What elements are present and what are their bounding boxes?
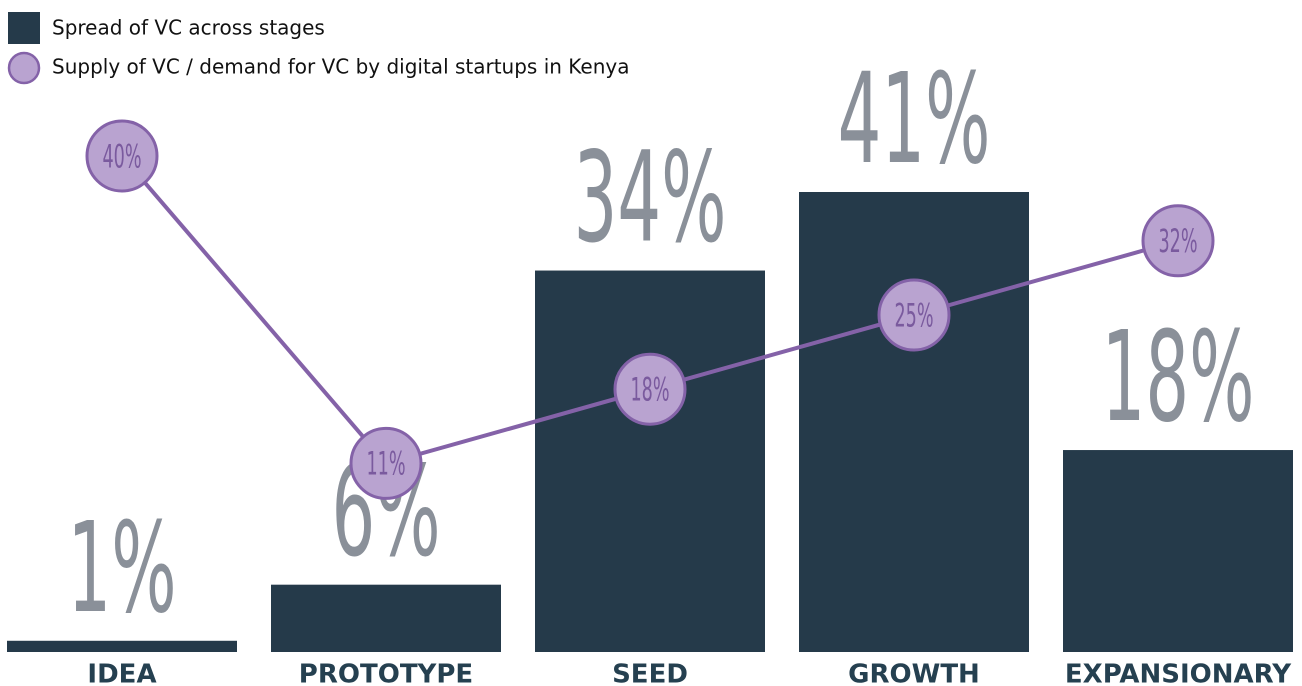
point-value-label: 32% bbox=[1158, 224, 1197, 261]
bar bbox=[271, 584, 501, 652]
bar bbox=[535, 270, 765, 652]
point-value-label: 40% bbox=[102, 139, 141, 176]
x-tick-label: EXPANSIONARY bbox=[1065, 660, 1292, 686]
line-point bbox=[877, 278, 951, 352]
legend-label: Supply of VC / demand for VC by digital … bbox=[52, 55, 630, 79]
legend-swatch-line bbox=[7, 51, 41, 85]
line-point bbox=[85, 119, 159, 193]
x-tick-label: IDEA bbox=[87, 660, 156, 686]
line-point bbox=[613, 352, 687, 426]
legend-swatch-bar bbox=[8, 12, 40, 44]
point-value-label: 25% bbox=[894, 298, 933, 335]
bar-value-label: 18% bbox=[1102, 304, 1255, 450]
legend-label: Spread of VC across stages bbox=[52, 16, 325, 40]
point-value-label: 11% bbox=[366, 446, 405, 483]
x-tick-label: GROWTH bbox=[848, 660, 980, 686]
bar bbox=[1063, 450, 1293, 652]
x-tick-label: PROTOTYPE bbox=[299, 660, 473, 686]
bar-value-label: 1% bbox=[67, 494, 176, 640]
point-value-label: 18% bbox=[630, 372, 669, 409]
bar-value-label: 34% bbox=[574, 124, 727, 270]
x-tick-label: SEED bbox=[612, 660, 688, 686]
line-point bbox=[1141, 204, 1215, 278]
bar bbox=[799, 192, 1029, 652]
line-point bbox=[349, 426, 423, 500]
bar bbox=[7, 640, 237, 652]
bar-value-label: 41% bbox=[838, 46, 991, 192]
